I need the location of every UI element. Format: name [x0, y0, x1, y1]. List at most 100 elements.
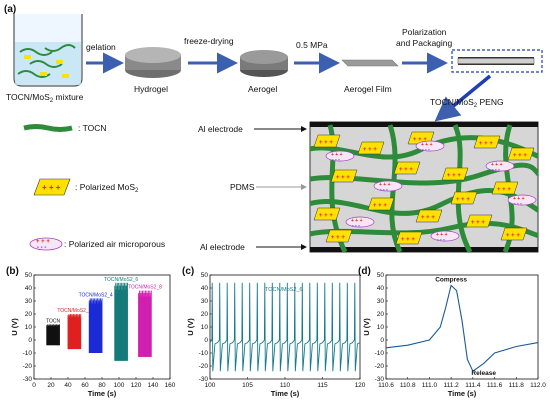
- legend-air-label: : Polarized air microporous: [64, 239, 165, 249]
- mos2-flake: [357, 141, 385, 155]
- y-tick-label: 10: [201, 324, 209, 331]
- pore-charge-neg: - - -: [514, 201, 522, 207]
- flake-charge: + + +: [336, 175, 350, 181]
- pore-charge-pos: + + +: [379, 182, 391, 188]
- flake-charge: + + +: [319, 213, 333, 219]
- y-tick-label: 50: [377, 272, 385, 279]
- pore-charge-neg: - - -: [352, 223, 360, 229]
- pdms-label: PDMS: [230, 182, 255, 192]
- beaker-icon: [13, 14, 83, 87]
- y-tick-label: 30: [25, 298, 33, 305]
- pore-charge-neg: - - -: [437, 237, 445, 243]
- mos2-flake: [415, 209, 443, 223]
- top-electrode-label: Al electrode: [198, 124, 243, 134]
- tocn-fiber: [452, 124, 473, 252]
- y-tick-label: 0: [28, 337, 32, 344]
- flake-charge: + + +: [319, 140, 333, 146]
- x-tick-label: 110: [280, 382, 291, 389]
- x-tick-label: 110.6: [378, 382, 394, 389]
- series-label: TOCN/MoS2_4: [79, 292, 113, 298]
- flake-charge: + + +: [331, 235, 345, 241]
- y-tick-label: 20: [25, 311, 33, 318]
- y-tick-label: -10: [375, 350, 385, 357]
- chart-c: 100 105 110 115 12050403020100-10-20-30Time …: [182, 266, 366, 398]
- y-tick-label: -10: [23, 350, 33, 357]
- pore-charge-pos: + + +: [436, 232, 448, 238]
- x-tick-label: 110.8: [400, 382, 416, 389]
- y-tick-label: 40: [377, 285, 385, 292]
- series-block: TOCN/MoS2_2: [57, 308, 92, 350]
- mos2-flake: [491, 181, 519, 195]
- series-block: TOCN/MoS2_6: [104, 277, 138, 361]
- x-tick-label: 160: [165, 382, 176, 389]
- legend-mos2-label: : Polarized MoS2: [75, 182, 139, 194]
- x-tick-label: 40: [64, 382, 72, 389]
- y-axis-label: U (V): [10, 318, 19, 336]
- series-block: TOCN: [46, 318, 61, 346]
- x-tick-label: 111.2: [443, 382, 459, 389]
- y-tick-label: 20: [377, 311, 385, 318]
- air-pore: [325, 150, 355, 162]
- legend-tocn-swatch: [23, 124, 73, 132]
- freeze-drying-label: freeze-drying: [184, 36, 234, 46]
- flake-charge: + + +: [373, 203, 387, 209]
- y-axis-label: U (V): [186, 318, 195, 336]
- y-tick-label: 0: [204, 337, 208, 344]
- svg-text:+ + +: + + +: [42, 183, 61, 192]
- air-pore: [415, 140, 445, 152]
- voltage-trace: [209, 282, 361, 372]
- flake-charge: + + +: [399, 167, 413, 173]
- air-pore: [507, 194, 537, 206]
- x-tick-label: 115: [317, 382, 328, 389]
- mos2-flake: [441, 167, 469, 181]
- flake-charge: + + +: [447, 173, 461, 179]
- y-tick-label: 30: [201, 298, 209, 305]
- series-block: TOCN/MoS2_4: [79, 292, 113, 353]
- peng-device-highlight: [451, 49, 543, 73]
- mos2-flake: [330, 169, 358, 183]
- x-tick-label: 0: [32, 382, 36, 389]
- device-cross-section: + + + + + + + + + + + + + + + + + + + + + + + +…: [309, 121, 539, 253]
- chart-d: 110.6 110.8 111.0 111.2 111.4 111.6 111.8 112.0…: [358, 266, 546, 398]
- legend-tocn-label: : TOCN: [78, 123, 107, 133]
- flake-charge: + + +: [506, 233, 520, 239]
- compress-annotation: Compress: [435, 277, 467, 284]
- mos2-flake: [450, 191, 478, 205]
- x-tick-label: 111.6: [487, 382, 503, 389]
- pore-charge-neg: - - -: [492, 167, 500, 173]
- y-axis-label: U (V): [362, 318, 371, 336]
- y-tick-label: 0: [380, 337, 384, 344]
- y-tick-label: -10: [199, 350, 209, 357]
- release-annotation: Release: [471, 370, 496, 377]
- panel-tag: (b): [6, 266, 19, 277]
- y-tick-label: 50: [201, 272, 209, 279]
- x-tick-label: 111.0: [422, 382, 438, 389]
- air-pore: [485, 160, 515, 172]
- y-tick-label: -20: [199, 363, 209, 370]
- pore-charge-neg: - - -: [380, 187, 388, 193]
- mos2-flake: [313, 134, 341, 148]
- flake-charge: + + +: [401, 237, 415, 243]
- y-tick-label: 50: [25, 272, 33, 279]
- pore-charge-pos: + + +: [351, 218, 363, 224]
- plot-frame: [385, 274, 539, 380]
- series-label: TOCN/MoS2_2: [57, 308, 91, 314]
- mos2-flake: [395, 231, 423, 245]
- bottom-electrode-label: Al electrode: [200, 242, 245, 252]
- flake-charge: + + +: [513, 153, 527, 159]
- y-tick-label: -30: [199, 376, 209, 383]
- x-tick-label: 140: [148, 382, 159, 389]
- series-label: TOCN/MoS2_8: [128, 285, 162, 291]
- x-tick-label: 111.4: [465, 382, 481, 389]
- air-pore: [373, 180, 403, 192]
- y-tick-label: -30: [375, 376, 385, 383]
- x-tick-label: 120: [355, 382, 366, 389]
- x-axis-label: Time (s): [88, 389, 117, 398]
- flake-charge: + + +: [456, 197, 470, 203]
- zoom-arrow: [434, 74, 492, 122]
- air-pore: [345, 216, 375, 228]
- series-label: TOCN/MoS2_6: [104, 277, 138, 283]
- pore-charge-neg: - - -: [422, 147, 430, 153]
- y-tick-label: -20: [23, 363, 33, 370]
